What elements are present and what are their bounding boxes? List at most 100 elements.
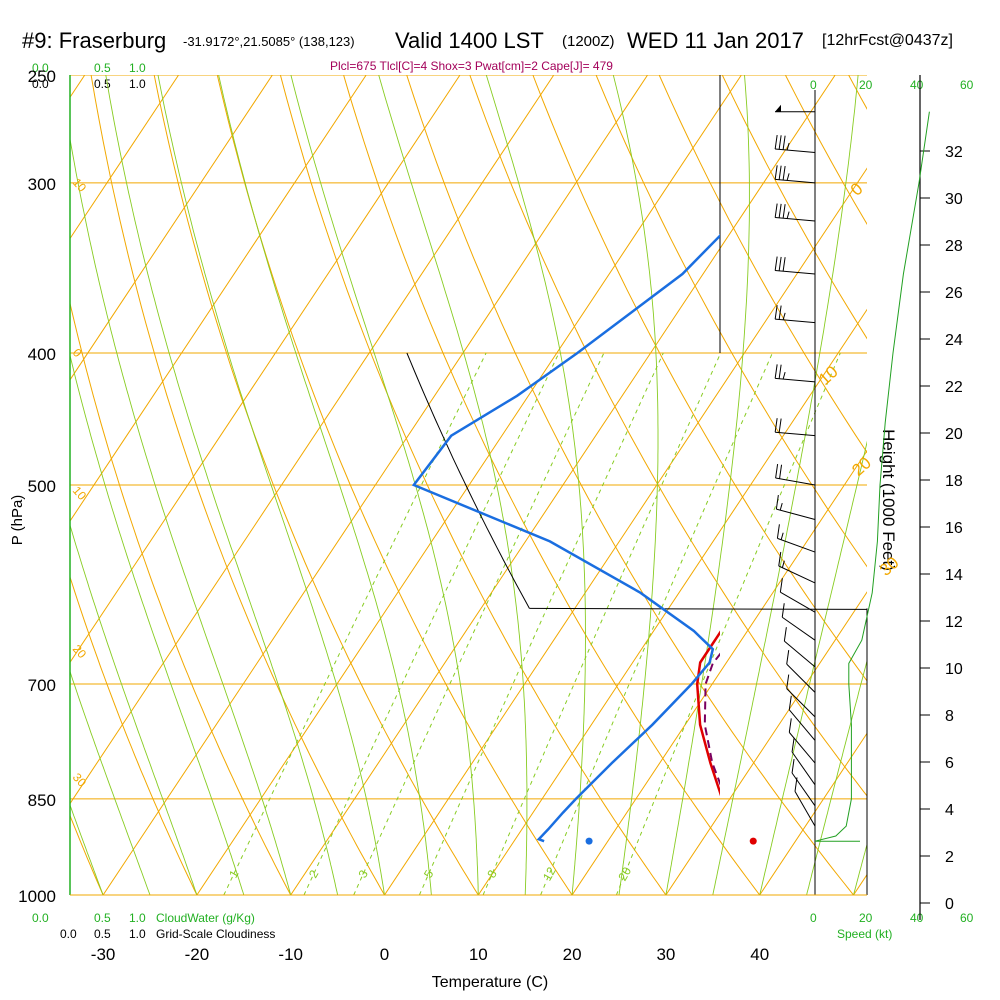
height-tick-label: 10 bbox=[945, 661, 963, 678]
speed-tick-top-0: 0 bbox=[810, 78, 817, 92]
isotherm-line bbox=[102, 75, 648, 895]
wind-barb-feather bbox=[774, 165, 778, 180]
wind-barb bbox=[775, 270, 816, 275]
wind-barb-feather bbox=[778, 256, 782, 271]
moist-adiabat-line bbox=[290, 75, 479, 895]
wind-barb-feather bbox=[774, 364, 778, 379]
wind-barb bbox=[775, 318, 816, 324]
station-title: #9: Fraserburg bbox=[22, 28, 167, 53]
mixing-ratio-label: 1 bbox=[226, 867, 242, 880]
cloudwater-tick-bottom-2: 1.0 bbox=[129, 911, 146, 925]
wind-barb-feather bbox=[778, 165, 782, 180]
moist-adiabat-line bbox=[759, 440, 867, 895]
cloudiness-tick-bottom-2: 1.0 bbox=[129, 927, 146, 941]
dry-adiabat-line bbox=[532, 75, 867, 682]
temperature-tick-label: 10 bbox=[469, 945, 488, 964]
wind-barb bbox=[775, 178, 816, 184]
wind-barb-feather bbox=[778, 364, 782, 379]
wind-barb-feather bbox=[778, 203, 782, 218]
dewpoint-surface-marker bbox=[585, 837, 593, 845]
cloudwater-label: CloudWater (g/Kg) bbox=[156, 911, 255, 925]
wind-barb bbox=[780, 591, 816, 613]
temperature-tick-label: 0 bbox=[380, 945, 389, 964]
mixing-ratio-line bbox=[223, 352, 487, 895]
cloudwater-tick-top-2: 1.0 bbox=[129, 61, 146, 75]
valid-time-utc: (1200Z) bbox=[562, 33, 615, 50]
pressure-tick-label: 1000 bbox=[18, 887, 56, 906]
wind-barb-feather bbox=[779, 464, 783, 479]
wind-barb-feather bbox=[782, 165, 786, 181]
dry-adiabat-line bbox=[721, 75, 867, 340]
cloudiness-tick-bottom-1: 0.5 bbox=[94, 927, 111, 941]
cloudwater-tick-bottom-1: 0.5 bbox=[94, 911, 111, 925]
moist-adiabat-line bbox=[70, 803, 104, 895]
height-tick-label: 2 bbox=[945, 849, 954, 866]
height-tick-label: 8 bbox=[945, 708, 954, 725]
moist-adiabat-line bbox=[70, 136, 292, 895]
cloudiness-tick-top-0: 0.0 bbox=[32, 77, 49, 91]
dry-adiabat-line bbox=[595, 75, 867, 568]
wind-barb-feather bbox=[776, 524, 780, 539]
wind-barb bbox=[794, 791, 816, 827]
wind-barb-feather bbox=[774, 305, 778, 320]
wind-barb bbox=[776, 508, 816, 520]
wind-barb bbox=[788, 732, 816, 764]
wind-barb-feather bbox=[778, 305, 782, 320]
wind-barb bbox=[786, 663, 816, 693]
pressure-tick-label: 700 bbox=[28, 676, 56, 695]
dry-adiabat-line bbox=[70, 575, 198, 895]
moist-adiabat-line bbox=[70, 523, 198, 895]
speed-label: Speed (kt) bbox=[837, 927, 893, 941]
height-tick-label: 14 bbox=[945, 567, 963, 584]
height-tick-label: 32 bbox=[945, 144, 963, 161]
wind-barb-feather bbox=[786, 650, 790, 665]
temperature-surface-marker bbox=[749, 837, 757, 845]
pressure-tick-label: 250 bbox=[28, 67, 56, 86]
height-tick-label: 28 bbox=[945, 238, 963, 255]
wind-barb-feather bbox=[782, 204, 786, 219]
wind-barb bbox=[775, 377, 816, 383]
mixing-ratio-line bbox=[303, 352, 560, 895]
mixing-ratio-line bbox=[353, 352, 605, 895]
isotherm-line bbox=[70, 75, 273, 381]
isotherm-line bbox=[665, 591, 867, 895]
station-coords: -31.9172°,21.5085° (138,123) bbox=[183, 34, 355, 49]
height-tick-label: 20 bbox=[945, 426, 963, 443]
temperature-tick-label: 20 bbox=[563, 945, 582, 964]
wind-barb-feather bbox=[791, 758, 795, 774]
cloudiness-tick-top-2: 1.0 bbox=[129, 77, 146, 91]
temperature-tick-label: -20 bbox=[185, 945, 210, 964]
wind-barb-feather bbox=[791, 737, 795, 753]
cloudiness-tick-bottom-0: 0.0 bbox=[60, 927, 77, 941]
mixing-ratio-line bbox=[615, 352, 841, 895]
moist-adiabat-line bbox=[105, 75, 339, 895]
wind-barb bbox=[775, 431, 816, 437]
moist-adiabat-line bbox=[157, 75, 385, 895]
temperature-curve bbox=[695, 630, 720, 797]
dry-adiabat-line bbox=[343, 75, 761, 895]
wind-barb bbox=[775, 148, 816, 154]
height-tick-label: 0 bbox=[945, 896, 954, 913]
cloudiness-label: Grid-Scale Cloudiness bbox=[156, 927, 276, 941]
wind-barb-feather bbox=[779, 578, 783, 593]
wind-barb-feather bbox=[781, 603, 785, 618]
mixing-ratio-label: 8 bbox=[484, 867, 500, 880]
isotherm-label: 0 bbox=[847, 179, 867, 199]
wind-barb-feather bbox=[786, 142, 790, 151]
wind-barb bbox=[784, 640, 816, 668]
wind-barb bbox=[788, 709, 816, 741]
moist-adiabat-line bbox=[378, 75, 528, 895]
moist-adiabat-line bbox=[70, 670, 151, 895]
mixing-ratio-label: 20 bbox=[615, 864, 634, 883]
moist-adiabat-line bbox=[612, 75, 659, 895]
wind-barb-feather bbox=[786, 674, 790, 689]
speed-tick-bottom-1: 20 bbox=[859, 911, 873, 925]
temperature-tick-label: -30 bbox=[91, 945, 116, 964]
dry-adiabat-label: 10 bbox=[70, 484, 90, 504]
frame-line bbox=[529, 607, 868, 610]
mixing-ratio-line bbox=[482, 352, 722, 895]
height-tick-label: 18 bbox=[945, 473, 963, 490]
dry-adiabat-label: 10 bbox=[70, 175, 90, 195]
height-tick-label: 6 bbox=[945, 755, 954, 772]
wind-barb-feather bbox=[779, 503, 783, 511]
